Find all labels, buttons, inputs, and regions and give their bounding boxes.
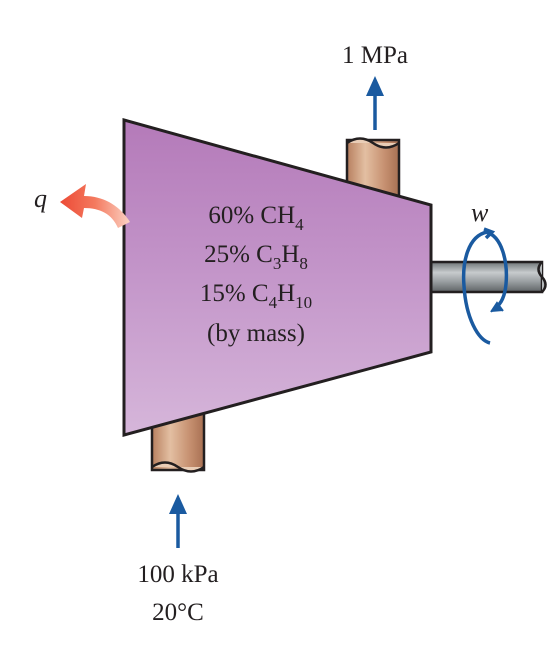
work-label: w	[471, 198, 489, 227]
mixture-basis: (by mass)	[207, 320, 305, 347]
inlet-temperature-label: 20°C	[152, 599, 204, 626]
work-rotation-arrow-icon	[461, 227, 509, 345]
compressor-body	[122, 118, 433, 437]
mixture-line-c4h10: 15% C4H10	[200, 280, 312, 312]
mixture-composition: 60% CH4 25% C3H8 15% C4H10 (by mass)	[200, 202, 312, 347]
mixture-line-c3h8: 25% C3H8	[204, 241, 308, 273]
heat-arrow-icon	[60, 184, 130, 228]
inlet-pressure-label: 100 kPa	[137, 561, 218, 588]
outlet-flow-arrow-icon	[366, 76, 384, 130]
outlet-pressure-label: 1 MPa	[342, 42, 408, 69]
mixture-line-ch4: 60% CH4	[208, 202, 304, 234]
heat-label: q	[34, 184, 47, 213]
inlet-flow-arrow-icon	[169, 494, 187, 548]
shaft	[428, 260, 547, 294]
